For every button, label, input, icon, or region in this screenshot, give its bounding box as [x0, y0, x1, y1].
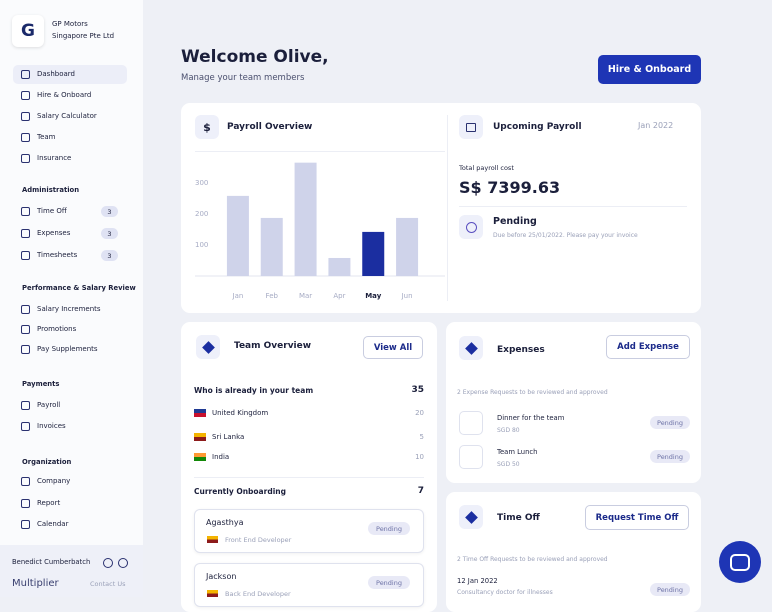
onboarding-label: Currently Onboarding — [194, 487, 286, 496]
status-pill: Pending — [650, 583, 690, 596]
clock-icon — [459, 215, 483, 239]
upcoming-date: Jan 2022 — [638, 121, 674, 130]
expenses-icon — [459, 336, 483, 360]
company-name: GP Motors — [52, 20, 88, 28]
nav-item[interactable]: Salary Calculator — [21, 112, 97, 121]
country-count: 5 — [419, 433, 424, 441]
nav-item[interactable]: Company — [20, 477, 70, 486]
team-title: Team Overview — [234, 341, 312, 351]
person-role: Back End Developer — [225, 590, 291, 598]
status-pill: Pending — [368, 522, 410, 535]
person-role: Front End Developer — [225, 536, 292, 544]
person-name: Agasthya — [206, 518, 244, 527]
expense-amount: SGD 50 — [497, 461, 520, 468]
payroll-cost: S$ 7399.63 — [459, 178, 561, 197]
flag — [194, 409, 206, 417]
status-pill: Pending — [650, 450, 690, 463]
user-icon[interactable] — [103, 558, 113, 568]
country-count: 10 — [415, 453, 424, 461]
cost-label: Total payroll cost — [459, 164, 514, 172]
time-off-date: 12 Jan 2022 — [457, 577, 498, 585]
country-name: Sri Lanka — [212, 433, 245, 441]
nav-item[interactable]: Expenses — [20, 229, 70, 238]
country-name: United Kingdom — [212, 409, 269, 417]
nav-item[interactable]: Dashboard — [21, 70, 75, 79]
flag — [207, 536, 218, 543]
nav-item[interactable]: Report — [20, 499, 60, 508]
company-name: Singapore Pte Ltd — [52, 32, 115, 40]
onboarding-card: Agasthya Front End Developer Pending — [194, 509, 424, 553]
country-name: India — [212, 453, 230, 461]
logo: G — [12, 15, 44, 47]
nav-badge: 3 — [101, 206, 118, 217]
expense-icon — [459, 445, 483, 469]
person-name: Jackson — [206, 572, 237, 581]
nav-item[interactable]: Calendar — [20, 520, 68, 529]
nav-item[interactable]: Timesheets — [20, 251, 77, 260]
status-pill: Pending — [650, 416, 690, 429]
status-pill: Pending — [368, 576, 410, 589]
nav-section-title: Payments — [22, 380, 60, 388]
payroll-card — [181, 103, 701, 313]
divider — [459, 206, 687, 207]
contact-link[interactable]: Contact Us — [90, 580, 126, 588]
onboarding-card: Jackson Back End Developer Pending — [194, 563, 424, 607]
page-subtitle: Manage your team members — [181, 73, 305, 83]
view-all-button[interactable]: View All — [363, 336, 423, 359]
divider — [195, 151, 445, 152]
brand: Multiplier — [12, 578, 59, 589]
expenses-title: Expenses — [497, 345, 545, 355]
nav-section-title: Performance & Salary Review — [22, 284, 136, 292]
expense-amount: SGD 80 — [497, 427, 520, 434]
payroll-icon: $ — [195, 115, 219, 139]
nav-active — [13, 65, 127, 84]
time-off-summary: 2 Time Off Requests to be reviewed and a… — [457, 556, 608, 563]
expense-name: Team Lunch — [497, 448, 538, 456]
in-team-label: Who is already in your team — [194, 386, 314, 395]
page-title: Welcome Olive, — [181, 47, 329, 67]
nav-item[interactable]: Team — [21, 133, 56, 142]
onboarding-count: 7 — [417, 486, 424, 496]
expense-icon — [459, 411, 483, 435]
nav-item[interactable]: Payroll — [20, 401, 60, 410]
nav-item[interactable]: Pay Supplements — [21, 345, 98, 354]
time-off-icon — [459, 505, 483, 529]
nav-section-title: Administration — [22, 186, 80, 194]
sidebar-footer: Benedict Cumberbatch Multiplier Contact … — [0, 545, 143, 597]
flag — [194, 433, 206, 441]
nav-section-title: Organization — [22, 458, 72, 466]
nav-item[interactable]: Promotions — [20, 325, 76, 334]
nav-item[interactable]: Insurance — [20, 154, 71, 163]
nav-item[interactable]: Time Off — [21, 207, 67, 216]
team-icon — [196, 335, 220, 359]
nav-item[interactable]: Hire & Onboard — [20, 91, 91, 100]
payroll-status: Pending — [493, 216, 537, 227]
nav-item[interactable]: Salary Increments — [21, 305, 101, 314]
flag — [194, 453, 206, 461]
expenses-summary: 2 Expense Requests to be reviewed and ap… — [457, 389, 608, 396]
nav-badge: 3 — [101, 228, 118, 239]
vertical-divider — [447, 115, 448, 301]
logout-icon[interactable] — [118, 558, 128, 568]
payroll-title: Payroll Overview — [227, 122, 313, 132]
sidebar: G GP Motors Singapore Pte Ltd Dashboard H… — [0, 0, 143, 597]
flag — [207, 590, 218, 597]
payroll-note: Due before 25/01/2022. Please pay your i… — [493, 232, 638, 239]
nav-item[interactable]: Invoices — [21, 422, 66, 431]
hire-button[interactable]: Hire & Onboard — [598, 55, 701, 84]
time-off-reason: Consultancy doctor for illnesses — [457, 589, 553, 596]
country-count: 20 — [415, 409, 424, 417]
add-expense-button[interactable]: Add Expense — [606, 335, 690, 359]
expense-name: Dinner for the team — [497, 414, 565, 422]
request-time-off-button[interactable]: Request Time Off — [585, 505, 689, 530]
divider — [194, 477, 424, 478]
upcoming-title: Upcoming Payroll — [493, 122, 582, 132]
nav-badge: 3 — [101, 250, 118, 261]
chat-button[interactable] — [719, 541, 761, 583]
user-name: Benedict Cumberbatch — [12, 558, 91, 566]
calendar-icon — [459, 115, 483, 139]
in-team-count: 35 — [411, 385, 424, 395]
time-off-title: Time Off — [497, 513, 540, 523]
